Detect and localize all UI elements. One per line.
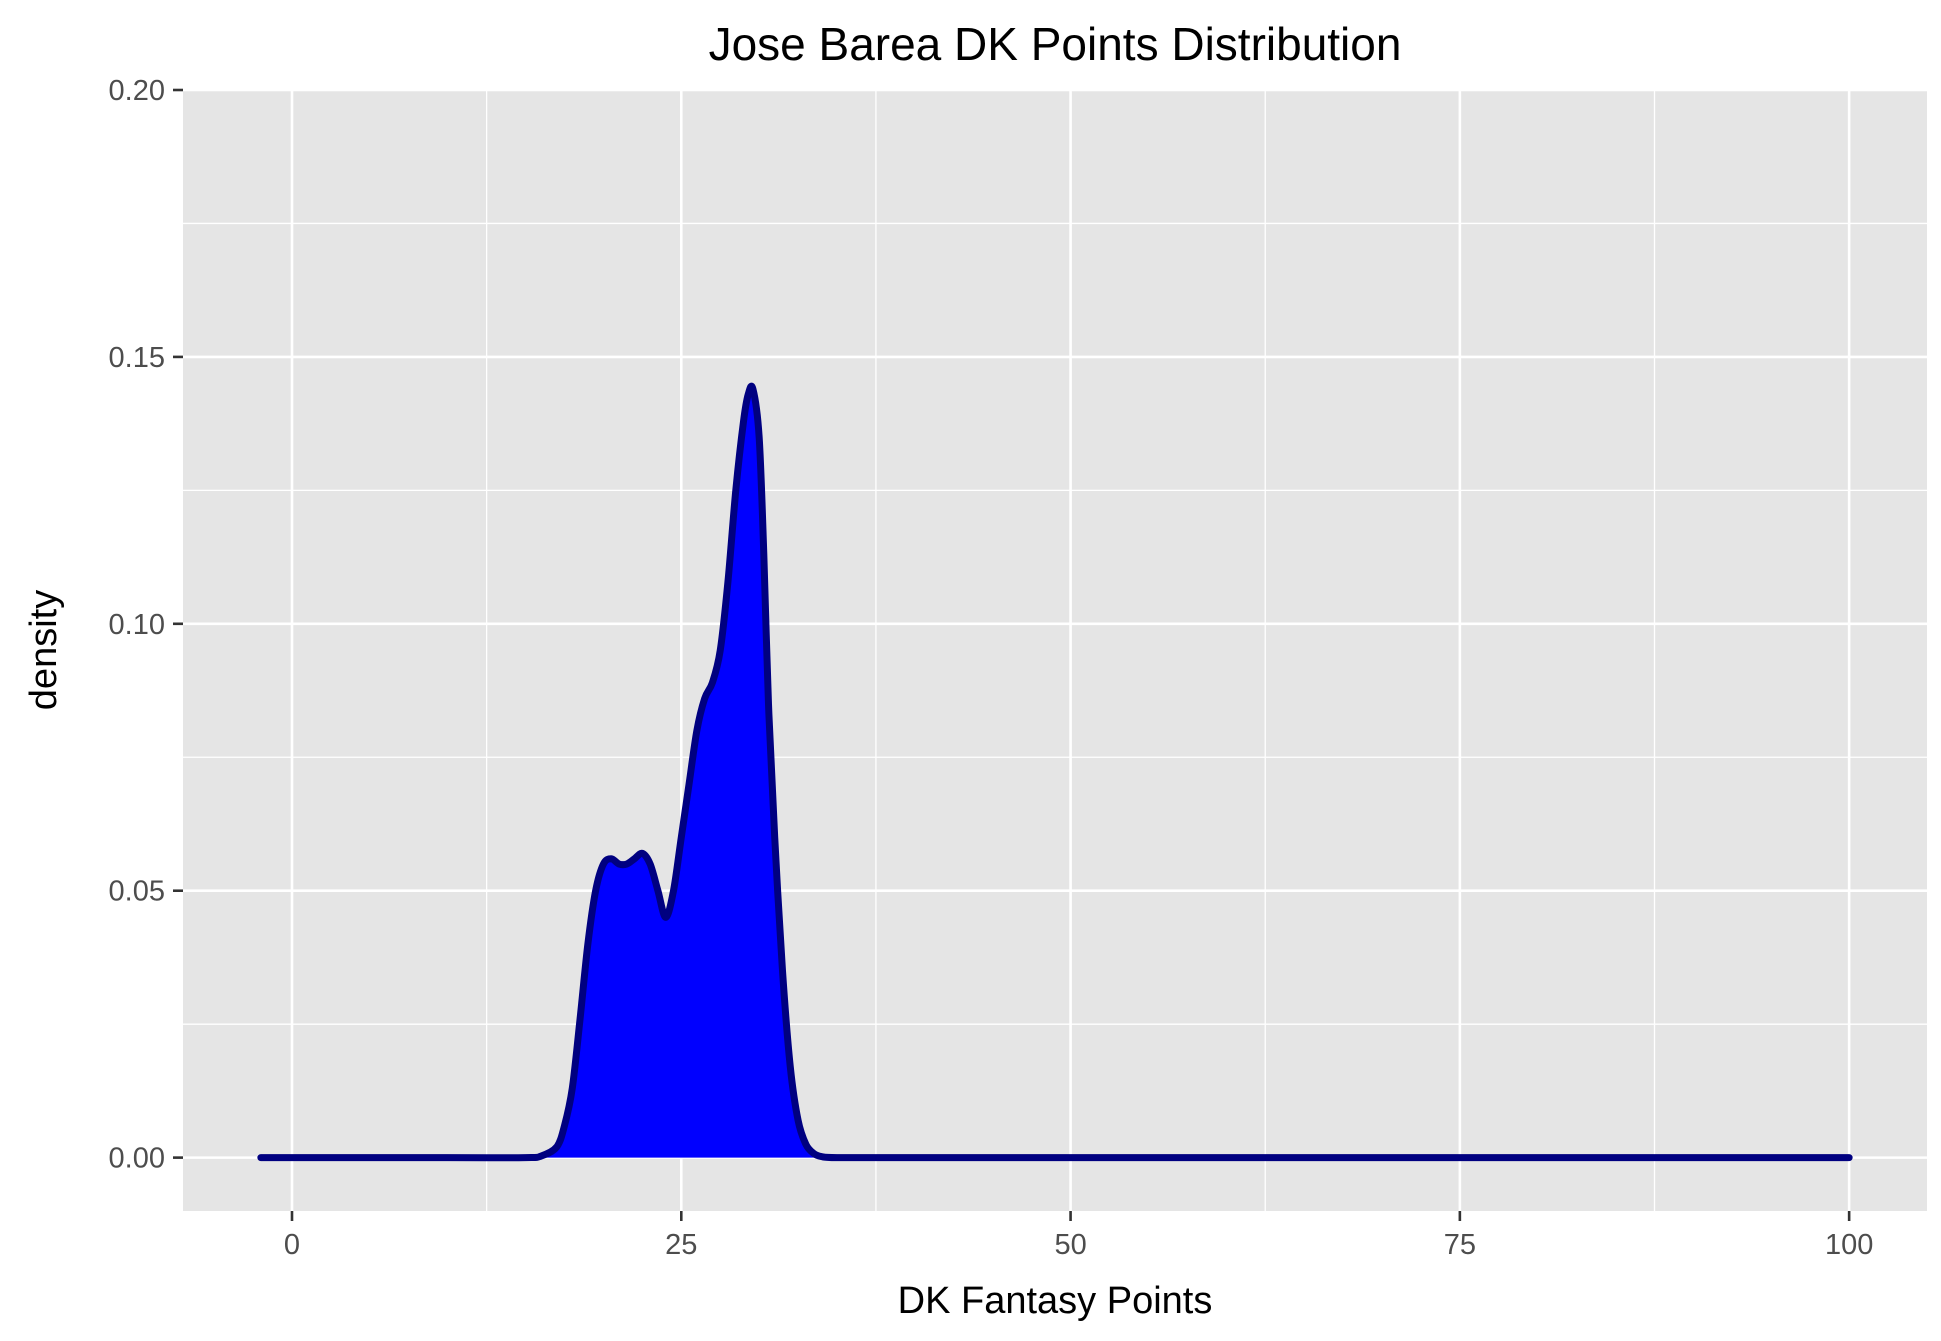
x-tick-label: 0 xyxy=(284,1229,300,1261)
chart-title: Jose Barea DK Points Distribution xyxy=(709,18,1402,70)
minor-gridlines xyxy=(183,90,1927,1211)
y-tick-label: 0.10 xyxy=(109,609,165,641)
x-axis-label: DK Fantasy Points xyxy=(898,1280,1213,1322)
density-line xyxy=(257,382,1853,1162)
x-tick-label: 75 xyxy=(1444,1229,1476,1261)
y-tick-label: 0.15 xyxy=(109,342,165,374)
y-axis: 0.00 0.05 0.10 0.15 0.20 xyxy=(109,75,183,1175)
x-tick-label: 100 xyxy=(1825,1229,1873,1261)
x-axis: 0 25 50 75 100 xyxy=(284,1211,1873,1261)
density-area-fill xyxy=(260,386,1850,1158)
y-tick-label: 0.05 xyxy=(109,876,165,908)
y-tick-label: 0.00 xyxy=(109,1143,165,1175)
x-tick-label: 25 xyxy=(665,1229,697,1261)
y-axis-label: density xyxy=(23,590,65,710)
x-tick-label: 50 xyxy=(1054,1229,1086,1261)
plot-panel xyxy=(183,90,1927,1211)
y-tick-label: 0.20 xyxy=(109,75,165,107)
